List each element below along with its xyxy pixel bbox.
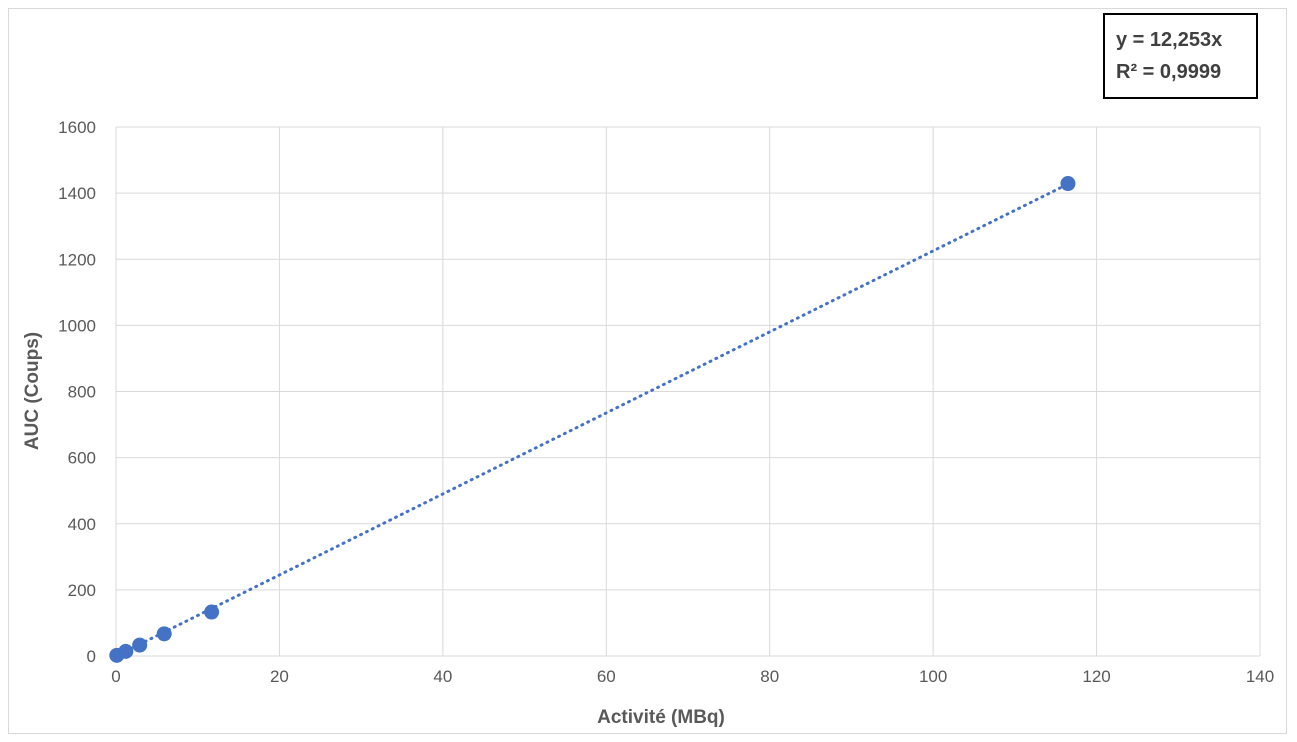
r-squared-label: R² = 0,9999 — [1116, 61, 1222, 83]
data-point — [204, 604, 220, 620]
x-tick-label: 40 — [433, 667, 452, 686]
grid-lines — [115, 126, 1261, 657]
y-tick-label: 400 — [68, 515, 96, 534]
y-tick-label: 1600 — [58, 118, 96, 137]
x-tick-label: 20 — [270, 667, 289, 686]
data-point — [156, 626, 172, 642]
trendline — [114, 182, 1070, 658]
y-tick-label: 1000 — [58, 316, 96, 335]
data-point — [1060, 176, 1076, 192]
y-tick-label: 200 — [68, 581, 96, 600]
y-tick-label: 0 — [87, 647, 96, 666]
chart-frame — [8, 8, 1287, 734]
data-point — [132, 637, 148, 653]
y-tick-label: 800 — [68, 383, 96, 402]
x-tick-label: 80 — [760, 667, 779, 686]
data-points — [109, 176, 1076, 663]
x-axis-title: Activité (MBq) — [597, 707, 725, 728]
trendline-equation-box: y = 12,253x R² = 0,9999 — [1103, 13, 1258, 99]
trendline-path — [114, 182, 1070, 658]
x-tick-label: 0 — [111, 667, 120, 686]
y-tick-label: 1400 — [58, 184, 96, 203]
tick-labels: 0 20 40 60 80 100 120 1400200400600800100012001… — [58, 118, 1274, 686]
x-tick-label: 60 — [597, 667, 616, 686]
data-point — [118, 643, 134, 659]
y-axis-title: AUC (Coups) — [22, 332, 43, 450]
trendline-equation: y = 12,253x — [1116, 29, 1223, 51]
x-tick-label: 140 — [1246, 667, 1274, 686]
y-tick-label: 600 — [68, 449, 96, 468]
x-tick-label: 120 — [1082, 667, 1110, 686]
x-tick-label: 100 — [919, 667, 947, 686]
y-tick-label: 1200 — [58, 250, 96, 269]
